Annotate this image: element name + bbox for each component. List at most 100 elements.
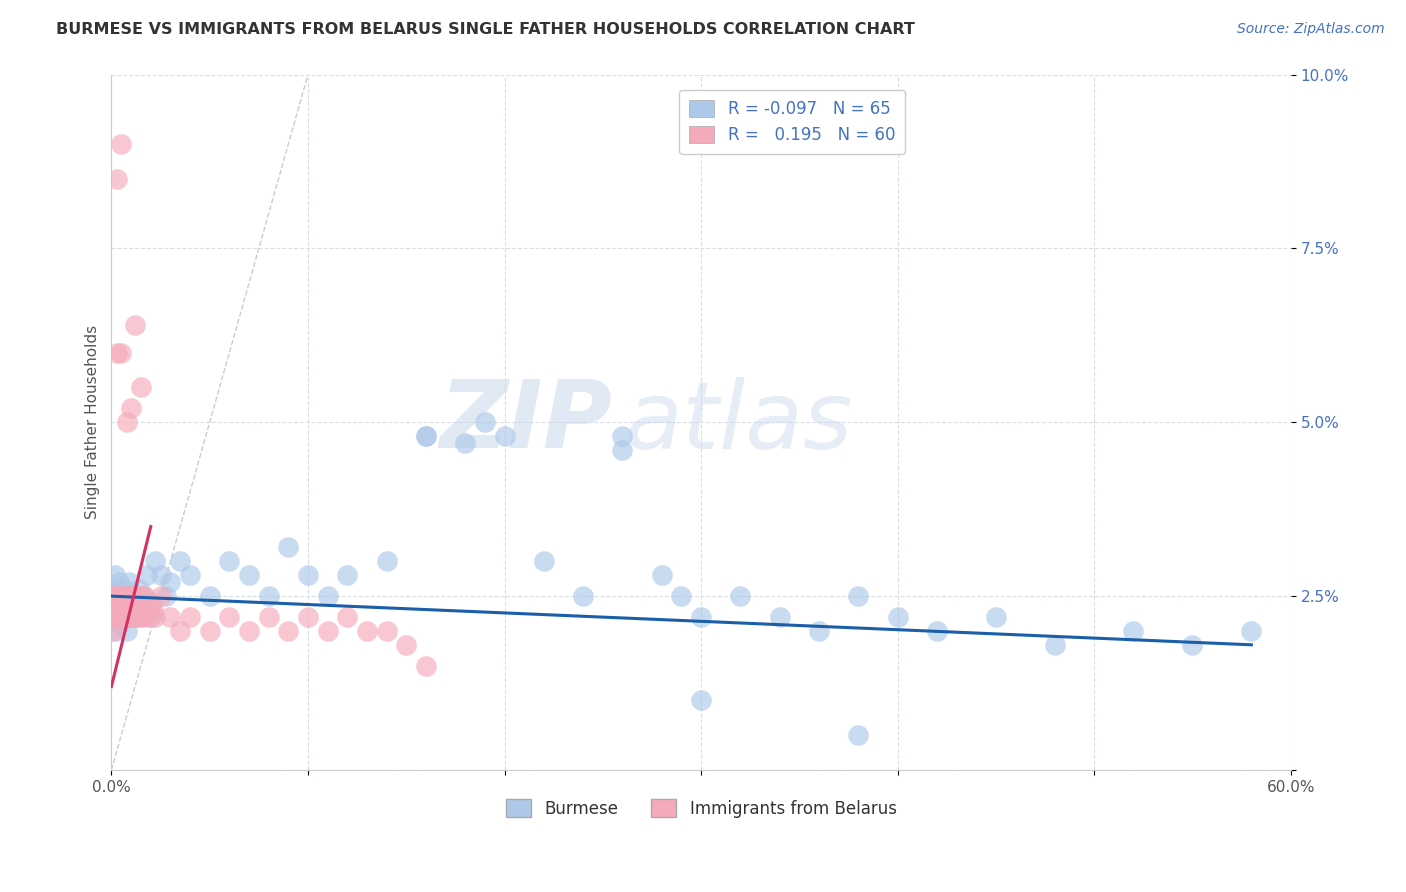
- Point: [1240, 624, 1263, 638]
- Point: [105, 589, 128, 603]
- Point: [846, 728, 869, 742]
- Point: [494, 429, 516, 443]
- Point: [1043, 638, 1066, 652]
- Point: [110, 589, 132, 603]
- Point: [129, 380, 152, 394]
- Point: [103, 596, 125, 610]
- Point: [336, 610, 359, 624]
- Point: [277, 624, 299, 638]
- Point: [257, 589, 280, 603]
- Point: [110, 589, 132, 603]
- Point: [129, 589, 152, 603]
- Text: Source: ZipAtlas.com: Source: ZipAtlas.com: [1237, 22, 1385, 37]
- Point: [149, 589, 172, 603]
- Point: [104, 568, 127, 582]
- Point: [533, 554, 555, 568]
- Point: [135, 603, 157, 617]
- Point: [238, 624, 260, 638]
- Point: [118, 603, 141, 617]
- Point: [612, 429, 634, 443]
- Point: [124, 318, 146, 332]
- Point: [138, 610, 160, 624]
- Point: [115, 596, 138, 610]
- Point: [925, 624, 948, 638]
- Point: [124, 589, 146, 603]
- Point: [1122, 624, 1144, 638]
- Point: [143, 610, 166, 624]
- Point: [129, 603, 152, 617]
- Point: [120, 610, 142, 624]
- Point: [118, 603, 141, 617]
- Point: [120, 589, 142, 603]
- Point: [316, 624, 339, 638]
- Point: [769, 610, 792, 624]
- Point: [218, 554, 240, 568]
- Text: atlas: atlas: [624, 376, 852, 467]
- Point: [115, 610, 138, 624]
- Point: [159, 575, 181, 590]
- Point: [238, 568, 260, 582]
- Point: [808, 624, 831, 638]
- Point: [375, 554, 398, 568]
- Point: [730, 589, 752, 603]
- Point: [159, 610, 181, 624]
- Point: [103, 582, 125, 597]
- Point: [155, 589, 177, 603]
- Point: [105, 171, 128, 186]
- Point: [112, 582, 135, 597]
- Point: [118, 575, 141, 590]
- Point: [143, 554, 166, 568]
- Point: [277, 541, 299, 555]
- Point: [112, 603, 135, 617]
- Point: [128, 603, 150, 617]
- Point: [105, 345, 128, 359]
- Point: [114, 610, 136, 624]
- Text: BURMESE VS IMMIGRANTS FROM BELARUS SINGLE FATHER HOUSEHOLDS CORRELATION CHART: BURMESE VS IMMIGRANTS FROM BELARUS SINGL…: [56, 22, 915, 37]
- Point: [198, 624, 221, 638]
- Point: [169, 554, 191, 568]
- Point: [128, 582, 150, 597]
- Point: [149, 568, 172, 582]
- Point: [356, 624, 378, 638]
- Point: [125, 596, 148, 610]
- Point: [108, 610, 131, 624]
- Point: [104, 589, 127, 603]
- Y-axis label: Single Father Households: Single Father Households: [86, 326, 100, 519]
- Point: [108, 589, 131, 603]
- Point: [104, 610, 127, 624]
- Point: [690, 610, 713, 624]
- Point: [395, 638, 418, 652]
- Point: [104, 603, 127, 617]
- Point: [112, 610, 135, 624]
- Point: [132, 589, 155, 603]
- Point: [179, 568, 201, 582]
- Point: [179, 610, 201, 624]
- Point: [124, 603, 146, 617]
- Point: [454, 436, 477, 450]
- Point: [103, 589, 125, 603]
- Point: [316, 589, 339, 603]
- Point: [110, 137, 132, 152]
- Point: [572, 589, 595, 603]
- Point: [690, 693, 713, 707]
- Point: [125, 589, 148, 603]
- Point: [105, 589, 128, 603]
- Point: [612, 443, 634, 458]
- Point: [103, 610, 125, 624]
- Point: [142, 603, 165, 617]
- Point: [297, 610, 319, 624]
- Point: [103, 624, 125, 638]
- Point: [110, 596, 132, 610]
- Text: ZIP: ZIP: [440, 376, 613, 468]
- Point: [120, 610, 142, 624]
- Point: [104, 624, 127, 638]
- Point: [108, 603, 131, 617]
- Point: [120, 596, 142, 610]
- Point: [415, 429, 437, 443]
- Point: [118, 589, 141, 603]
- Point: [129, 610, 152, 624]
- Point: [122, 603, 145, 617]
- Point: [218, 610, 240, 624]
- Point: [415, 658, 437, 673]
- Point: [115, 589, 138, 603]
